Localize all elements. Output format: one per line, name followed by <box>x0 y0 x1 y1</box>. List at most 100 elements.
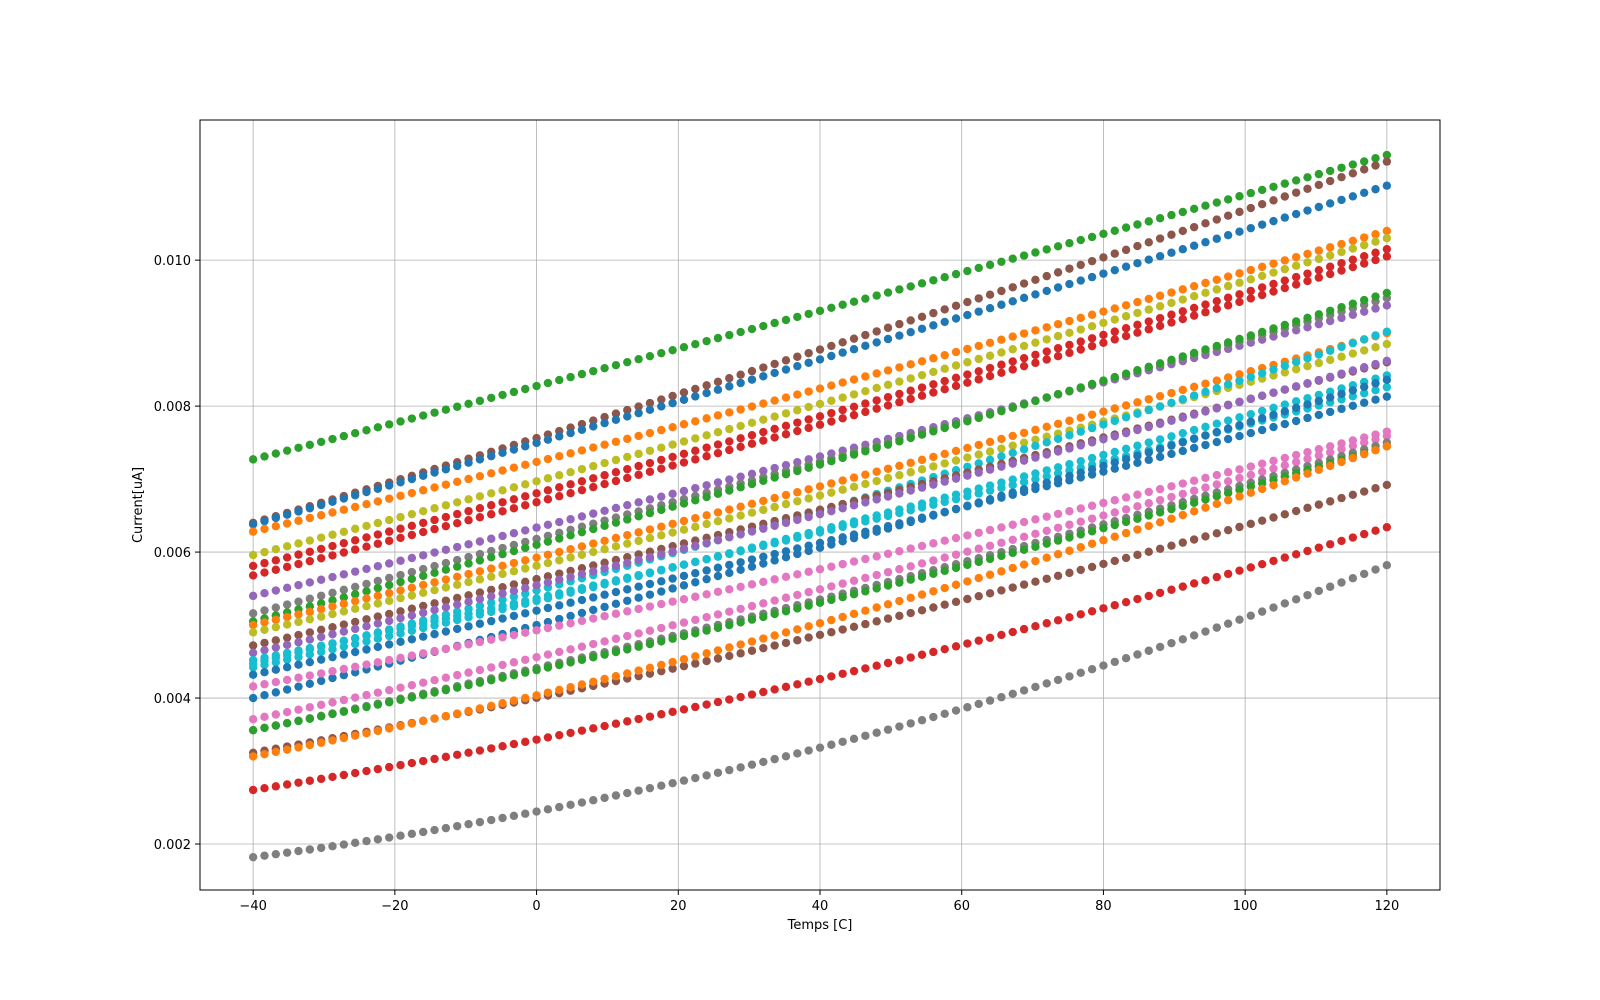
data-point <box>1178 538 1187 547</box>
data-point <box>1371 446 1380 455</box>
data-point <box>634 582 643 591</box>
data-point <box>793 406 802 415</box>
data-point <box>1110 447 1119 457</box>
data-point <box>1019 624 1029 634</box>
data-point <box>1008 357 1017 366</box>
data-point <box>1348 441 1358 451</box>
data-point <box>1167 541 1176 550</box>
data-point <box>985 541 995 550</box>
data-point <box>1280 179 1290 188</box>
data-point <box>827 381 836 390</box>
data-point <box>464 495 473 504</box>
data-point <box>600 440 609 449</box>
data-point <box>1314 358 1324 368</box>
data-point <box>1167 416 1176 426</box>
data-point <box>441 673 451 682</box>
data-point <box>1042 619 1051 628</box>
data-point <box>1280 407 1290 416</box>
data-point <box>985 525 995 535</box>
data-point <box>487 546 496 556</box>
data-point <box>1008 627 1017 637</box>
data-point <box>1382 480 1392 490</box>
data-point <box>1110 601 1119 610</box>
data-point <box>1110 265 1119 275</box>
data-point <box>985 363 995 373</box>
data-point <box>384 420 394 429</box>
data-point <box>1269 556 1278 566</box>
data-point <box>1019 485 1029 494</box>
data-point <box>441 465 451 474</box>
data-point <box>1178 307 1187 316</box>
data-point <box>339 494 349 503</box>
data-point <box>1087 334 1097 343</box>
y-tick-label: 0.004 <box>154 692 191 707</box>
data-point <box>781 628 791 637</box>
data-point <box>441 614 451 623</box>
data-point <box>1019 361 1029 371</box>
data-point <box>600 674 609 684</box>
data-point <box>453 580 462 589</box>
data-point <box>1178 635 1187 644</box>
data-point <box>566 611 575 621</box>
data-point <box>566 619 575 628</box>
data-point <box>1382 157 1392 166</box>
data-point <box>1325 269 1335 279</box>
data-point <box>419 527 428 537</box>
data-point <box>951 420 961 429</box>
data-point <box>1121 428 1131 438</box>
data-point <box>1144 547 1153 557</box>
data-point <box>1087 272 1097 282</box>
data-point <box>1382 442 1392 451</box>
data-point <box>657 455 666 465</box>
data-point <box>815 565 825 574</box>
data-point <box>1053 550 1063 559</box>
data-point <box>543 663 553 672</box>
data-point <box>521 693 530 703</box>
data-point <box>1121 461 1131 470</box>
data-point <box>1337 303 1346 312</box>
data-point <box>657 666 666 676</box>
data-point <box>464 577 473 587</box>
data-point <box>555 471 564 480</box>
data-point <box>940 364 949 373</box>
data-point <box>759 612 768 622</box>
data-point <box>1167 355 1176 365</box>
data-point <box>1099 498 1108 508</box>
data-point <box>1314 180 1324 190</box>
data-point <box>373 539 383 548</box>
data-point <box>861 530 870 540</box>
y-axis-label: Current[uA] <box>131 467 146 543</box>
data-point <box>464 458 473 467</box>
data-point <box>713 427 723 437</box>
data-point <box>1257 271 1267 281</box>
data-point <box>419 588 428 598</box>
data-point <box>974 591 983 601</box>
data-point <box>1212 376 1222 385</box>
data-point <box>1065 471 1074 481</box>
data-point <box>611 555 621 565</box>
data-point <box>1382 226 1392 236</box>
data-point <box>260 625 269 634</box>
data-point <box>1359 438 1369 447</box>
data-point <box>1314 246 1324 255</box>
data-point <box>1246 409 1256 419</box>
data-point <box>713 508 723 517</box>
data-point <box>328 673 337 683</box>
data-point <box>577 527 587 537</box>
data-point <box>373 583 383 593</box>
data-point <box>1359 295 1369 305</box>
data-point <box>793 390 802 399</box>
series-4 <box>248 226 1392 536</box>
data-point <box>1337 578 1346 587</box>
data-point <box>464 668 473 677</box>
data-point <box>589 724 598 733</box>
data-point <box>1087 539 1097 548</box>
data-point <box>577 583 587 593</box>
data-point <box>679 449 689 459</box>
data-point <box>1371 331 1380 340</box>
data-point <box>1314 390 1324 400</box>
data-point <box>1065 444 1074 453</box>
data-point <box>1031 425 1040 435</box>
data-point <box>350 582 360 592</box>
data-point <box>1325 497 1335 506</box>
